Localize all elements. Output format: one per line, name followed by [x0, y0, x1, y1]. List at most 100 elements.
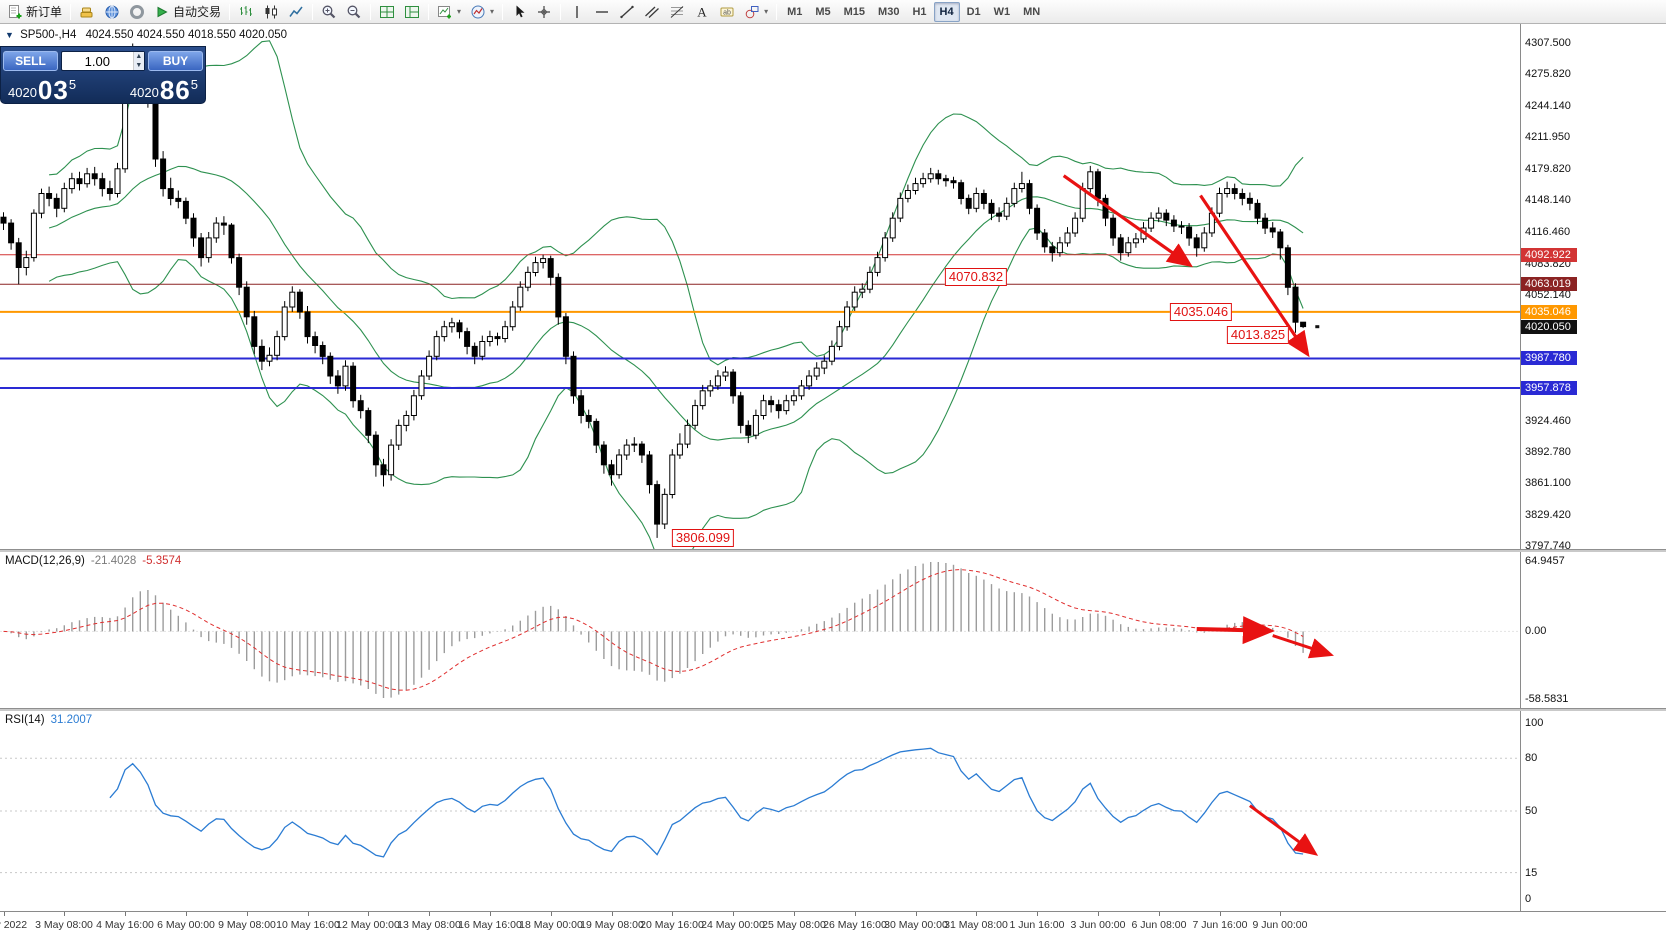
text-button[interactable]: A [690, 2, 714, 22]
rsi-axis-label: 0 [1525, 893, 1532, 905]
arrange-windows-button[interactable] [400, 2, 424, 22]
volume-up-button[interactable]: ▲ [133, 52, 144, 61]
main-price-axis[interactable]: 4307.500 4275.820 4244.140 4211.950 4179.820… [1520, 24, 1666, 552]
timeframe-h1-button[interactable]: H1 [912, 5, 927, 18]
timeframe-d1-button[interactable]: D1 [966, 5, 981, 18]
volume-down-button[interactable]: ▼ [133, 61, 144, 70]
vline-icon [576, 5, 578, 18]
chevron-down-icon: ▾ [457, 7, 462, 16]
time-axis-tick [64, 912, 65, 916]
timeframe-m30-button[interactable]: M30 [878, 5, 900, 18]
sell-price-display[interactable]: 4020 03 5 [8, 75, 77, 105]
new-chart-button[interactable]: ▾ [433, 2, 465, 22]
chevron-down-icon: ▾ [490, 7, 495, 16]
sell-button[interactable]: SELL [3, 51, 58, 71]
price-annotation-label[interactable]: 4035.046 [1169, 303, 1233, 321]
price-annotation-label[interactable]: 3806.099 [671, 529, 735, 547]
price-tick-label: 3861.100 [1525, 477, 1571, 489]
macd-signal-value: -5.3574 [142, 555, 182, 567]
vertical-line-button[interactable] [565, 2, 589, 22]
time-axis[interactable]: May 2022 3 May 08:004 May 16:006 May 00:0… [0, 911, 1666, 943]
toolbar-separator [560, 3, 562, 20]
price-line-tag: 3957.878 [1521, 381, 1577, 395]
volume-stepper: ▲ ▼ [61, 51, 145, 71]
navigator-button[interactable] [100, 2, 124, 22]
time-axis-tick [4, 912, 5, 916]
zoom-in-icon [322, 5, 336, 18]
time-axis-label: 18 May 00:00 [519, 919, 583, 931]
market-watch-button[interactable] [75, 2, 99, 22]
tile-windows-button[interactable] [375, 2, 399, 22]
time-axis-tick [855, 912, 856, 916]
time-axis-label: 1 Jun 16:00 [1009, 919, 1065, 931]
time-axis-tick [186, 912, 187, 916]
algo-trading-button[interactable]: 自动交易 [150, 2, 225, 22]
new-order-button[interactable]: 新订单 [3, 2, 66, 22]
price-tick-label: 4148.140 [1525, 194, 1571, 206]
bar-chart-button[interactable] [234, 2, 258, 22]
zoom-in-button[interactable] [317, 2, 341, 22]
text-label-button[interactable]: ab [715, 2, 739, 22]
trend-arrow [1196, 616, 1275, 645]
rsi-plot[interactable] [0, 711, 1520, 911]
equidistant-channel-button[interactable] [640, 2, 664, 22]
current-price-tag: 4020.050 [1521, 320, 1577, 334]
horizontal-line-button[interactable] [590, 2, 614, 22]
macd-plot[interactable] [0, 552, 1520, 708]
play-icon [157, 6, 168, 17]
indicator-icon [471, 5, 485, 18]
timeframe-m1-button[interactable]: M1 [787, 5, 803, 18]
trend-arrow [1199, 194, 1310, 358]
line-chart-button[interactable] [284, 2, 308, 22]
timeframe-mn-button[interactable]: MN [1023, 5, 1041, 18]
rsi-axis-label: 80 [1525, 752, 1538, 764]
price-line-tag: 4092.922 [1521, 248, 1577, 262]
panel-splitter[interactable] [0, 549, 1666, 552]
price-annotation-label[interactable]: 4013.825 [1226, 326, 1290, 344]
cursor-button[interactable] [507, 2, 531, 22]
toolbar-separator [370, 3, 372, 20]
channel-icon [645, 6, 660, 18]
time-axis-label: 3 Jun 00:00 [1070, 919, 1126, 931]
cursor-icon [516, 5, 525, 17]
crosshair-button[interactable] [532, 2, 556, 22]
macd-axis[interactable]: 64.9457 0.00 -58.5831 [1520, 552, 1666, 708]
panel-splitter[interactable] [0, 708, 1666, 711]
macd-title: MACD(12,26,9) [5, 555, 85, 567]
shapes-button[interactable]: ▾ [740, 2, 772, 22]
zoom-out-button[interactable] [342, 2, 366, 22]
price-annotation-label[interactable]: 4070.832 [944, 268, 1008, 286]
volume-input[interactable] [62, 53, 133, 69]
history-center-button[interactable] [125, 2, 149, 22]
timeframe-m15-button[interactable]: M15 [843, 5, 866, 18]
buy-button[interactable]: BUY [148, 51, 203, 71]
macd-header: MACD(12,26,9) -21.4028 -5.3574 [5, 555, 181, 567]
time-axis-label: May 2022 [0, 919, 28, 931]
one-click-collapse-icon[interactable]: ▼ [5, 30, 14, 40]
crosshair-icon [538, 5, 551, 18]
buy-price-display[interactable]: 4020 86 5 [129, 75, 198, 105]
candlestick-chart-button[interactable] [259, 2, 283, 22]
polyline-icon [289, 6, 303, 17]
timeframe-w1-button[interactable]: W1 [993, 5, 1011, 18]
time-axis-label: 20 May 16:00 [640, 919, 704, 931]
rsi-axis-label: 100 [1525, 717, 1544, 729]
macd-axis-label: 0.00 [1525, 625, 1547, 637]
time-axis-label: 16 May 16:00 [458, 919, 522, 931]
indicators-button[interactable]: ▾ [466, 2, 498, 22]
main-chart-plot[interactable] [0, 24, 1520, 549]
timeframe-m5-button[interactable]: M5 [815, 5, 831, 18]
timeframe-h4-button[interactable]: H4 [933, 1, 960, 22]
trend-arrow [1272, 634, 1334, 659]
chevron-down-icon: ▾ [764, 7, 769, 16]
rsi-axis[interactable]: 100 80 50 15 0 [1520, 711, 1666, 911]
trendline-button[interactable] [615, 2, 639, 22]
rsi-axis-label: 15 [1525, 867, 1538, 879]
textT-icon: ab [720, 7, 734, 16]
rsi-title: RSI(14) [5, 714, 45, 726]
time-axis-tick [308, 912, 309, 916]
fibonacci-retracement-button[interactable] [665, 2, 689, 22]
time-axis-label: 9 May 08:00 [218, 919, 276, 931]
